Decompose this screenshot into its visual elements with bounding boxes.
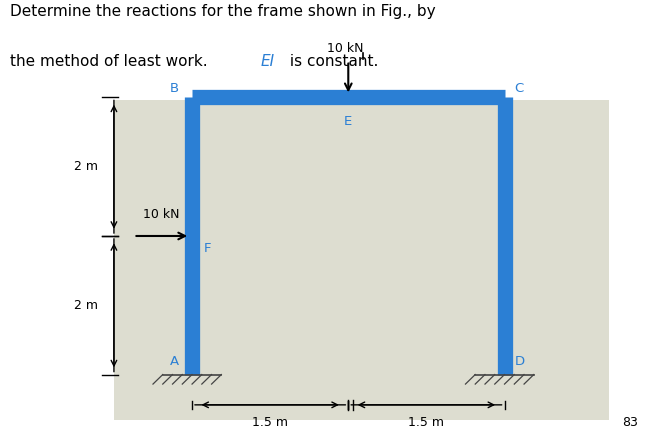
Text: F: F: [204, 242, 212, 255]
Text: 83: 83: [622, 416, 638, 429]
Text: 10 kN: 10 kN: [143, 208, 180, 221]
Text: EI: EI: [260, 54, 275, 69]
Text: 1.5 m: 1.5 m: [252, 416, 288, 429]
Text: A: A: [170, 355, 179, 368]
Text: D: D: [514, 355, 525, 368]
Text: the method of least work.: the method of least work.: [10, 54, 212, 69]
Text: C: C: [514, 82, 523, 95]
Text: 1.5 m: 1.5 m: [408, 416, 445, 429]
Text: E: E: [344, 115, 352, 128]
Text: 2 m: 2 m: [74, 299, 98, 312]
Text: B: B: [170, 82, 179, 95]
Text: Determine the reactions for the frame shown in Fig., by: Determine the reactions for the frame sh…: [10, 4, 436, 19]
Text: is constant.: is constant.: [285, 54, 378, 69]
Text: 10 kN: 10 kN: [327, 42, 363, 55]
Bar: [114, 100, 609, 420]
Text: 2 m: 2 m: [74, 160, 98, 173]
